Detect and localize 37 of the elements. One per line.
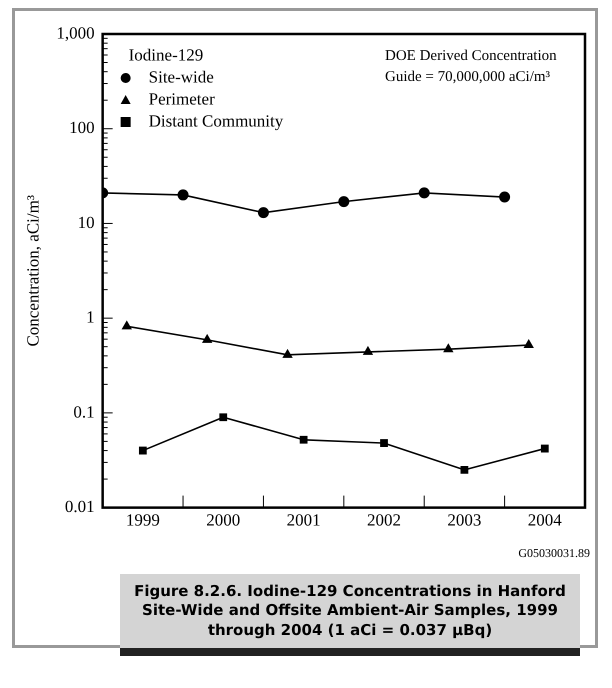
point (362, 346, 374, 355)
legend-label: Distant Community (148, 111, 284, 130)
point (499, 192, 510, 203)
y-tick-label: 0.1 (73, 402, 95, 422)
y-tick-label: 100 (69, 118, 95, 138)
x-tick-label: 2000 (206, 510, 240, 530)
point (178, 189, 189, 200)
y-axis-title: Concentration, aCi/m³ (24, 195, 43, 347)
point (443, 343, 454, 352)
legend-label: Perimeter (148, 89, 216, 108)
text: Figure 8.2.6. Iodine-129 Concentrations in Hanford Site-Wide and Offsite Ambient-Air Samples, 1999 through 2004 (1 aCi = 0.037 µBq) (120, 574, 580, 656)
text: G05030031.89 (517, 546, 590, 561)
point (524, 339, 534, 348)
x-tick-label: 2002 (367, 510, 402, 530)
legend-label: Site-wide (148, 67, 214, 86)
y-tick-label: 0.01 (64, 497, 95, 516)
annotation: DOE Derived Concentration Guide = 70,000,000 aCi/m³ (385, 48, 558, 85)
point (418, 187, 430, 198)
x-tick-label: 2003 (447, 510, 482, 530)
point (540, 444, 549, 452)
point (138, 446, 147, 454)
x-tick-label: 2001 (286, 510, 321, 530)
y-tick-label: 10 (78, 212, 95, 232)
legend-title: Iodine-129 (128, 45, 204, 64)
point (380, 439, 388, 447)
point (122, 320, 132, 330)
x-tick-label: 1999 (126, 510, 160, 530)
point (300, 436, 308, 444)
y-tick-label: 1 (86, 308, 95, 327)
point (202, 334, 212, 343)
point (460, 466, 468, 474)
point (338, 196, 350, 208)
x-tick-label: 2004 (528, 510, 562, 530)
point (258, 207, 269, 218)
point (219, 413, 228, 422)
y-tick-label: 1,000 (56, 23, 95, 42)
point (282, 348, 293, 358)
